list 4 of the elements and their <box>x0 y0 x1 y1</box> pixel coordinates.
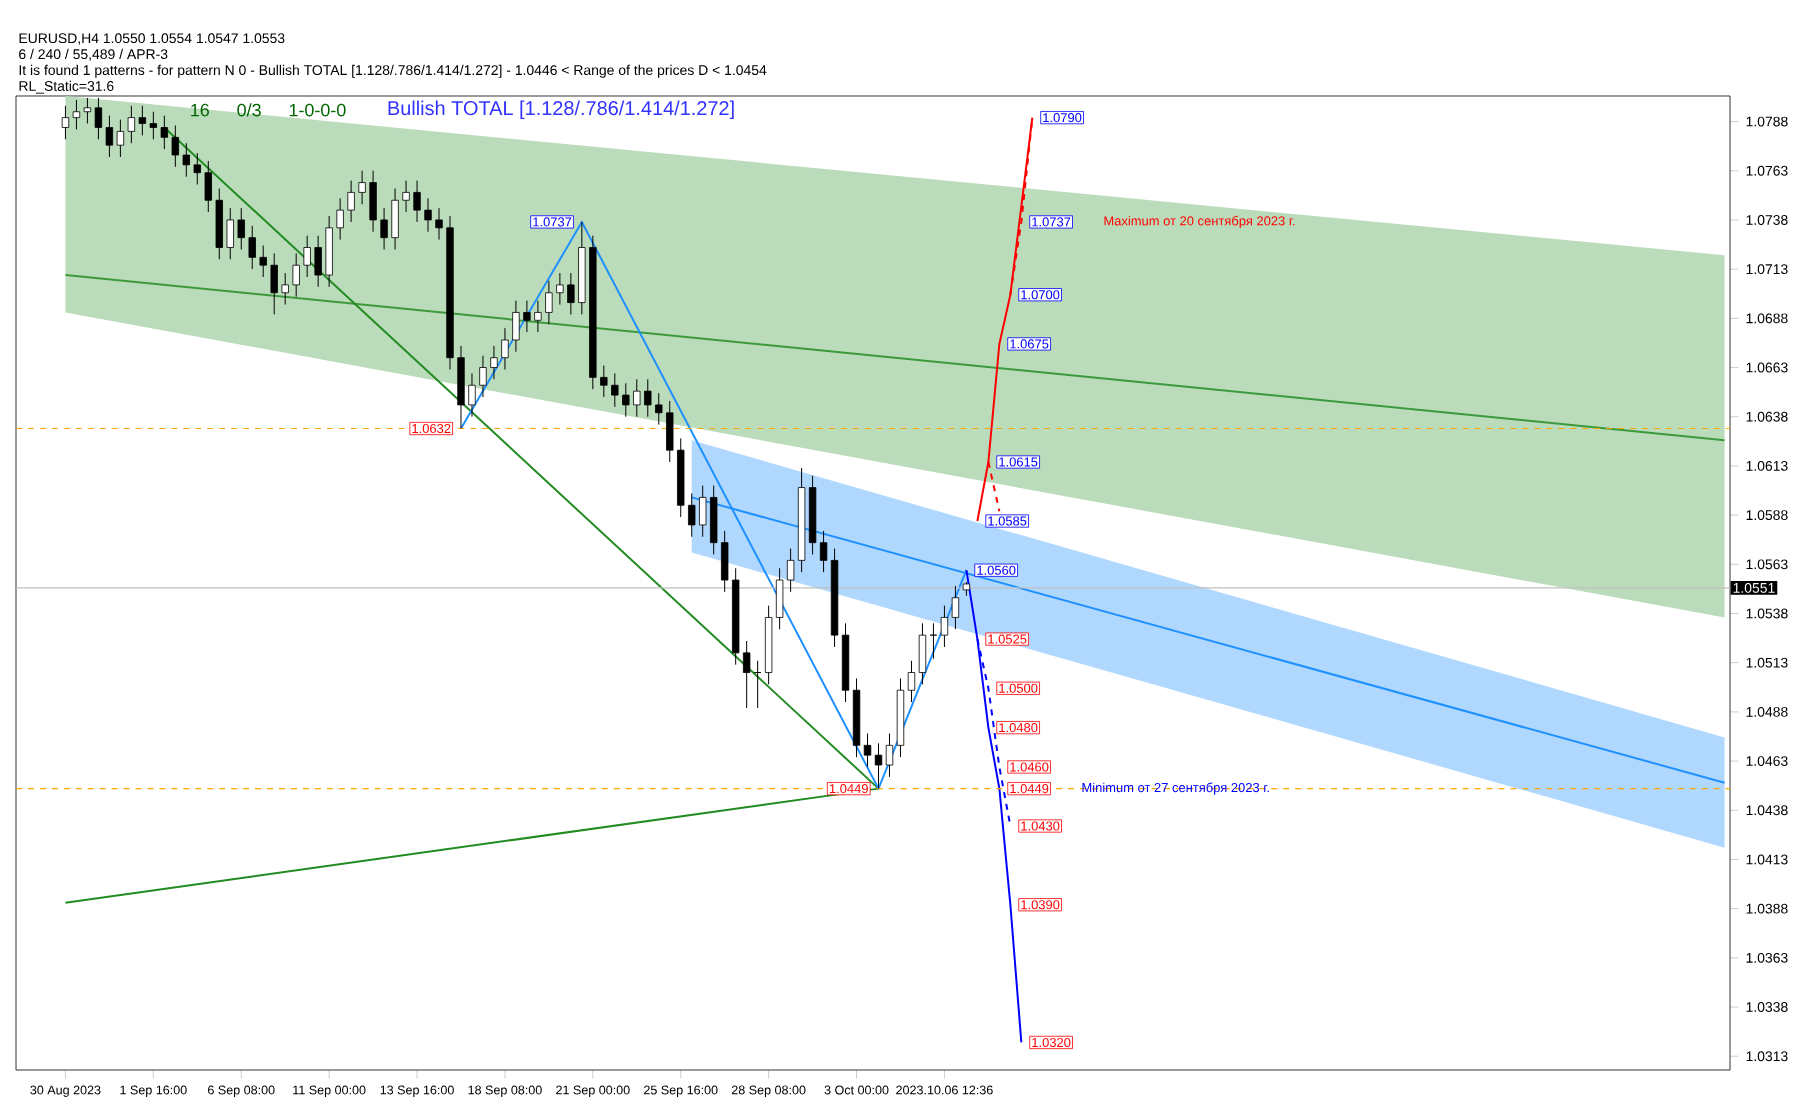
annotation: 0/3 <box>237 103 261 117</box>
annotation: 1-0-0-0 <box>289 103 346 117</box>
annotation: Bullish TOTAL [1.128/.786/1.414/1.272] <box>388 100 734 120</box>
annotation: 16 <box>191 103 209 117</box>
